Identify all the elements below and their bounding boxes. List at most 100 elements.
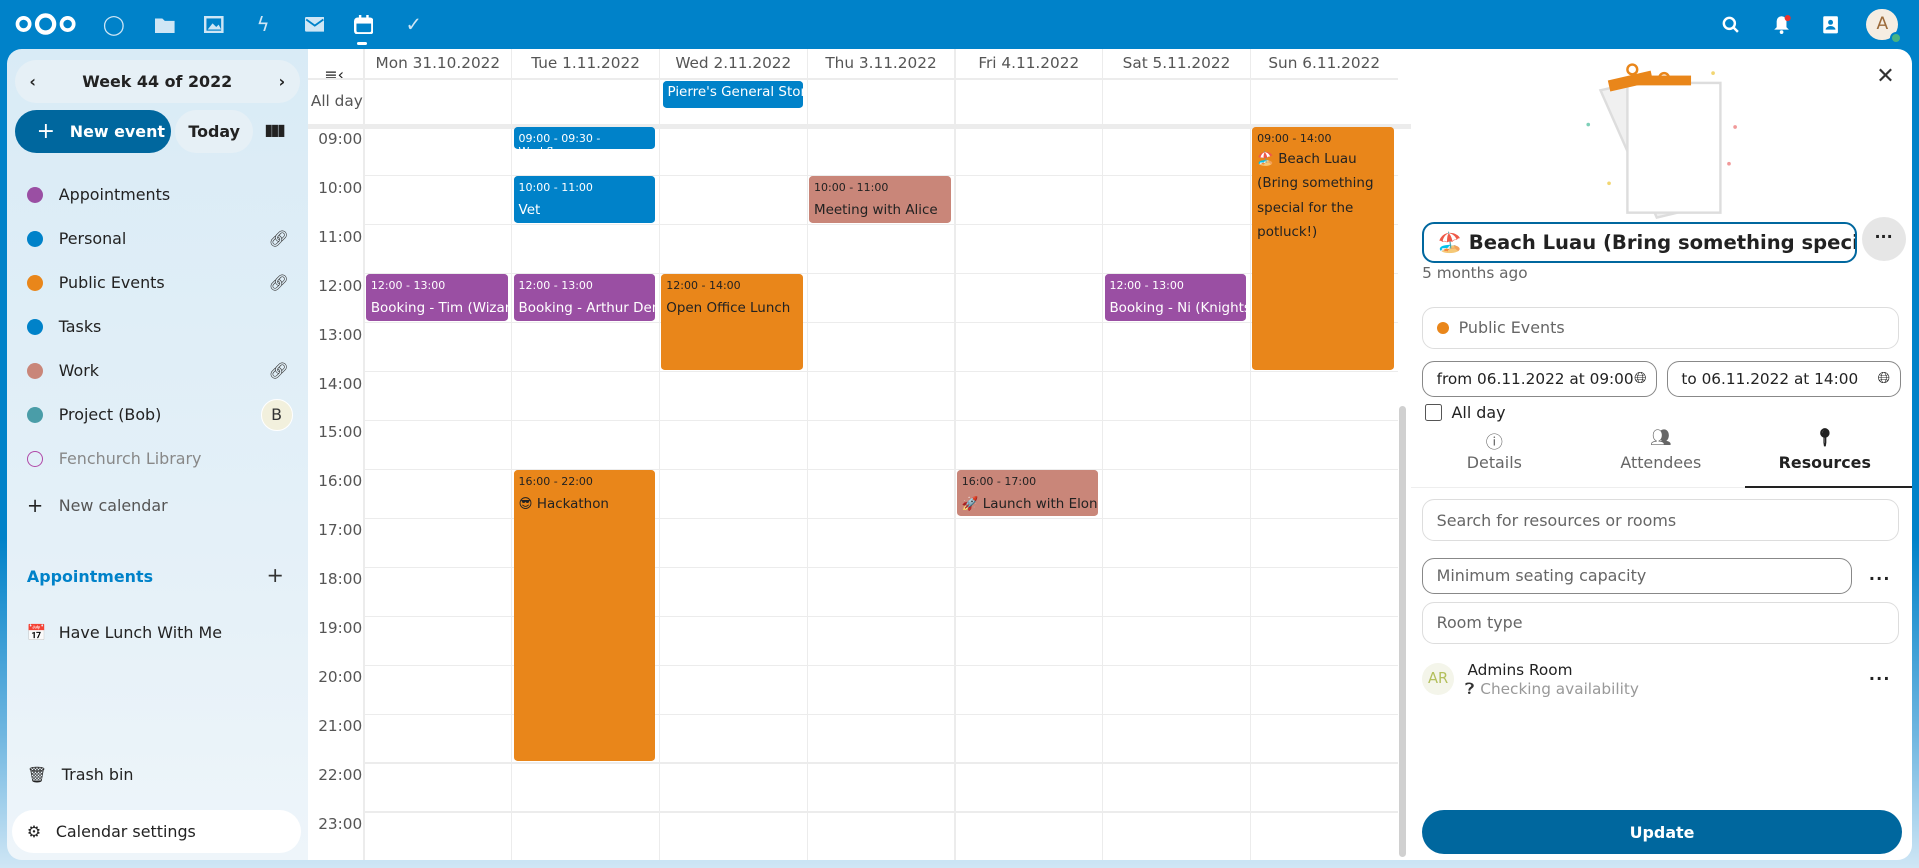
notifications-bell-icon[interactable] (1770, 12, 1794, 36)
event-actions-button[interactable]: ··· (1861, 216, 1906, 261)
calendar-event[interactable]: 16:00 - 22:00 😎 Hackathon (513, 469, 656, 762)
sidebar-calendar-item[interactable]: Tasks (26, 311, 296, 343)
hour-label: 12:00 (318, 276, 363, 295)
resource-more-icon[interactable]: ··· (1868, 669, 1891, 689)
calendar-event[interactable]: 09:00 - 14:00 🏖️ Beach Luau (Bring someth… (1252, 127, 1394, 370)
calendar-scrollbar[interactable] (1398, 406, 1407, 857)
event-time: 10:00 - 11:00 (814, 181, 889, 195)
filter-more-icon[interactable]: ··· (1868, 569, 1891, 589)
sidebar-calendar-item[interactable]: Appointments (26, 179, 296, 211)
calendar-event[interactable]: 12:00 - 13:00 Booking - Ni (Knights (1104, 274, 1247, 321)
share-link-icon[interactable]: 🔗︎ (268, 229, 289, 249)
new-event-button[interactable]: + New event (14, 110, 172, 153)
sidebar-calendar-item[interactable]: Project (Bob) B (26, 398, 296, 431)
sidebar-calendar-item[interactable]: Work 🔗︎ (26, 355, 296, 387)
calendar-event[interactable]: 12:00 - 13:00 Booking - Tim (Wizard) (365, 274, 508, 321)
start-datetime-input[interactable]: from 06.11.2022 at 09:00 🌐︎ (1422, 361, 1658, 397)
calendar-event[interactable]: 10:00 - 11:00 Vet (513, 176, 656, 223)
user-avatar[interactable]: A (1866, 8, 1902, 45)
contacts-icon[interactable] (1819, 12, 1843, 36)
day-header[interactable]: Mon 31.10.2022 (363, 48, 511, 79)
timezone-globe-icon[interactable]: 🌐︎ (1877, 369, 1890, 388)
question-circle-icon: ❓︎ (1465, 680, 1475, 699)
calendar-name: Public Events (58, 273, 165, 293)
calendar-picker[interactable]: Public Events (1422, 307, 1900, 349)
gear-icon: ⚙ (26, 822, 42, 842)
minimum-capacity-input[interactable]: Minimum seating capacity (1422, 558, 1852, 594)
day-header[interactable]: Thu 3.11.2022 (806, 48, 955, 79)
share-link-icon[interactable]: 🔗︎ (268, 273, 289, 293)
event-title-input[interactable]: 🏖️ Beach Luau (Bring something special f… (1422, 221, 1857, 264)
sidebar-calendar-item[interactable]: Personal 🔗︎ (26, 223, 296, 255)
view-columns-icon[interactable]: ▮▮▮ (264, 119, 285, 139)
appointments-section-heading[interactable]: Appointments + (27, 563, 284, 587)
event-title: 🚀 Launch with Elon (961, 496, 1098, 512)
add-appointment-plus-icon[interactable]: + (266, 563, 284, 587)
all-day-event[interactable]: Pierre's General Stor… (662, 80, 803, 108)
end-datetime-input[interactable]: to 06.11.2022 at 14:00 🌐︎ (1666, 361, 1901, 397)
hour-label: 16:00 (318, 472, 363, 491)
calendar-event[interactable]: 16:00 - 17:00 🚀 Launch with Elon (956, 469, 1099, 517)
online-status-icon (1889, 31, 1902, 45)
all-day-checkbox[interactable]: All day (1424, 403, 1506, 422)
calendar-event[interactable]: 12:00 - 14:00 Open Office Lunch (661, 274, 803, 370)
event-time: 10:00 - 11:00 (518, 181, 593, 195)
search-icon[interactable] (1718, 12, 1742, 36)
owner-avatar: B (260, 398, 293, 431)
hour-label: 14:00 (318, 374, 363, 393)
hour-label: 10:00 (318, 178, 363, 197)
today-button[interactable]: Today (175, 110, 254, 153)
trash-bin-button[interactable]: 🗑 Trash bin (27, 765, 134, 784)
day-column-divider (806, 48, 808, 861)
hour-label: 20:00 (318, 668, 363, 687)
collapse-sidebar-icon[interactable]: ≡‹ (324, 64, 345, 84)
day-header[interactable]: Fri 4.11.2022 (954, 48, 1102, 79)
day-header[interactable]: Sat 5.11.2022 (1102, 48, 1250, 79)
calendar-event[interactable]: 09:00 - 09:30 - Workflow (513, 127, 656, 150)
close-icon[interactable]: ✕ (1876, 63, 1895, 89)
event-title: 😎 Hackathon (518, 496, 609, 512)
sidebar-calendar-item[interactable]: Fenchurch Library (26, 443, 296, 475)
sidebar-calendar-item[interactable]: Public Events 🔗︎ (26, 267, 296, 299)
calendar-color-dot (26, 362, 43, 379)
calendar-settings-button[interactable]: ⚙ Calendar settings (12, 810, 302, 854)
tasks-icon[interactable]: ✓ (405, 12, 422, 36)
new-calendar-button[interactable]: + New calendar (27, 490, 296, 522)
hour-line (363, 175, 1398, 177)
timezone-globe-icon[interactable]: 🌐︎ (1634, 369, 1647, 388)
event-title: Vet (518, 202, 541, 218)
update-button[interactable]: Update (1422, 810, 1902, 855)
room-type-input[interactable]: Room type (1422, 602, 1900, 644)
event-time: 12:00 - 13:00 (518, 279, 593, 293)
day-header[interactable]: Sun 6.11.2022 (1249, 48, 1398, 79)
calendar-event[interactable]: 10:00 - 11:00 Meeting with Alice (809, 176, 951, 223)
day-header[interactable]: Wed 2.11.2022 (658, 48, 807, 79)
modified-time: 5 months ago (1422, 264, 1528, 283)
hour-line (363, 762, 1398, 764)
checkbox-box[interactable] (1424, 403, 1442, 421)
previous-week-chevron-icon[interactable]: ‹ (29, 71, 36, 91)
calendar-color-dot (26, 186, 43, 203)
calendar-icon[interactable] (351, 12, 375, 36)
event-title: Booking - Tim (Wizard) (370, 300, 508, 316)
week-label[interactable]: Week 44 of 2022 (82, 71, 233, 91)
mail-icon[interactable] (302, 12, 326, 36)
tab-details[interactable]: ⓘ Details (1415, 428, 1574, 471)
dashboard-icon[interactable]: ◯ (102, 12, 125, 36)
tab-resources[interactable]: 📍︎ Resources (1745, 428, 1904, 471)
activity-icon[interactable]: ϟ (256, 12, 270, 36)
share-link-icon[interactable]: 🔗︎ (268, 361, 289, 381)
calendar-name: Fenchurch Library (58, 449, 202, 469)
tab-attendees[interactable]: 👥︎ Attendees (1581, 428, 1740, 471)
files-icon[interactable] (153, 12, 177, 36)
photos-icon[interactable] (202, 12, 226, 36)
day-header[interactable]: Tue 1.11.2022 (511, 48, 659, 79)
resource-search-input[interactable]: Search for resources or rooms (1422, 499, 1900, 541)
event-title: Booking - Ni (Knights (1109, 300, 1247, 316)
all-day-label: All day (310, 91, 363, 110)
calendar-event[interactable]: 12:00 - 13:00 Booking - Arthur Dent (513, 274, 656, 321)
next-week-chevron-icon[interactable]: › (278, 71, 286, 91)
appointment-item[interactable]: 📅 Have Lunch With Me (27, 617, 296, 649)
calendar-name: Personal (58, 229, 127, 249)
nextcloud-logo-icon[interactable] (15, 13, 76, 36)
